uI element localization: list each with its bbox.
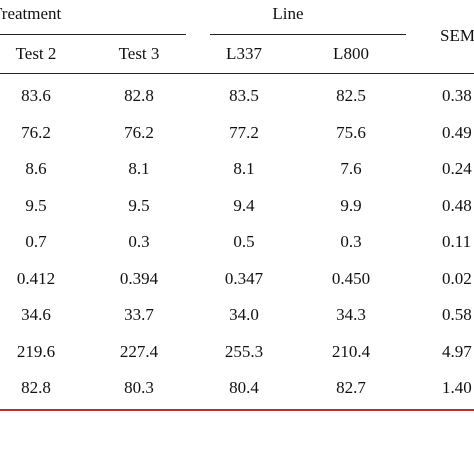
table-cell-test3: 33.7	[124, 305, 154, 324]
treatment-group-rule	[0, 34, 186, 35]
table-cell-test3: 9.5	[128, 196, 150, 215]
table-cell-test3: 80.3	[124, 378, 154, 397]
table-cell-l337: 80.4	[229, 378, 259, 397]
table-cell-test3: 227.4	[119, 342, 159, 361]
table-cell-l337: 34.0	[229, 305, 259, 324]
table-cell-test2: 76.2	[21, 123, 51, 142]
table-cell-l337: 83.5	[229, 86, 259, 105]
table-cell-l800: 82.7	[336, 378, 366, 397]
table-cell-l337: 255.3	[224, 342, 264, 361]
table-cell-l337: 9.4	[233, 196, 255, 215]
line-group-rule	[210, 34, 406, 35]
table-cell-l337: 0.5	[233, 232, 255, 251]
column-header-test2: Test 2	[15, 44, 57, 63]
table-cell-l800: 0.450	[331, 269, 371, 288]
table-cell-l337: 77.2	[229, 123, 259, 142]
table-cell-sem: 0.24	[442, 159, 472, 178]
table-cell-test2: 0.7	[25, 232, 47, 251]
sem-column-header: SEM	[440, 26, 474, 45]
table-cell-test3: 76.2	[124, 123, 154, 142]
table-bottom-rule	[0, 409, 474, 411]
table-cell-test2: 83.6	[21, 86, 51, 105]
line-group-header: Line	[272, 4, 304, 23]
table-cell-test2: 82.8	[21, 378, 51, 397]
table-cell-l800: 75.6	[336, 123, 366, 142]
table-cell-sem: 0.02	[442, 269, 472, 288]
table-cell-test3: 0.3	[128, 232, 150, 251]
table-cell-l800: 82.5	[336, 86, 366, 105]
table-cell-sem: 1.40	[442, 378, 472, 397]
table-cell-test2: 0.412	[16, 269, 56, 288]
table-cell-l800: 210.4	[331, 342, 371, 361]
column-header-test3: Test 3	[118, 44, 160, 63]
column-header-l800: L800	[333, 44, 369, 63]
table-cell-l337: 0.347	[224, 269, 264, 288]
table-cell-sem: 0.38	[442, 86, 472, 105]
table-cell-test3: 8.1	[128, 159, 150, 178]
table-cell-test2: 219.6	[16, 342, 56, 361]
table-cell-sem: 0.49	[442, 123, 472, 142]
table-cell-sem: 0.58	[442, 305, 472, 324]
table-cell-l800: 7.6	[340, 159, 362, 178]
column-header-l337: L337	[226, 44, 262, 63]
table-cell-sem: 0.48	[442, 196, 472, 215]
table-cell-test3: 0.394	[119, 269, 159, 288]
table-cell-test2: 34.6	[21, 305, 51, 324]
table-cell-l800: 34.3	[336, 305, 366, 324]
table-cell-test2: 8.6	[25, 159, 47, 178]
header-bottom-rule	[0, 73, 474, 74]
table-cell-sem: 4.97	[442, 342, 472, 361]
table-cell-l337: 8.1	[233, 159, 255, 178]
table-cell-test2: 9.5	[25, 196, 47, 215]
table-cell-l800: 9.9	[340, 196, 362, 215]
table-cell-test3: 82.8	[124, 86, 154, 105]
table-cell-sem: 0.11	[442, 232, 472, 251]
table-cell-l800: 0.3	[340, 232, 362, 251]
treatment-group-header: Treatment	[0, 4, 62, 23]
